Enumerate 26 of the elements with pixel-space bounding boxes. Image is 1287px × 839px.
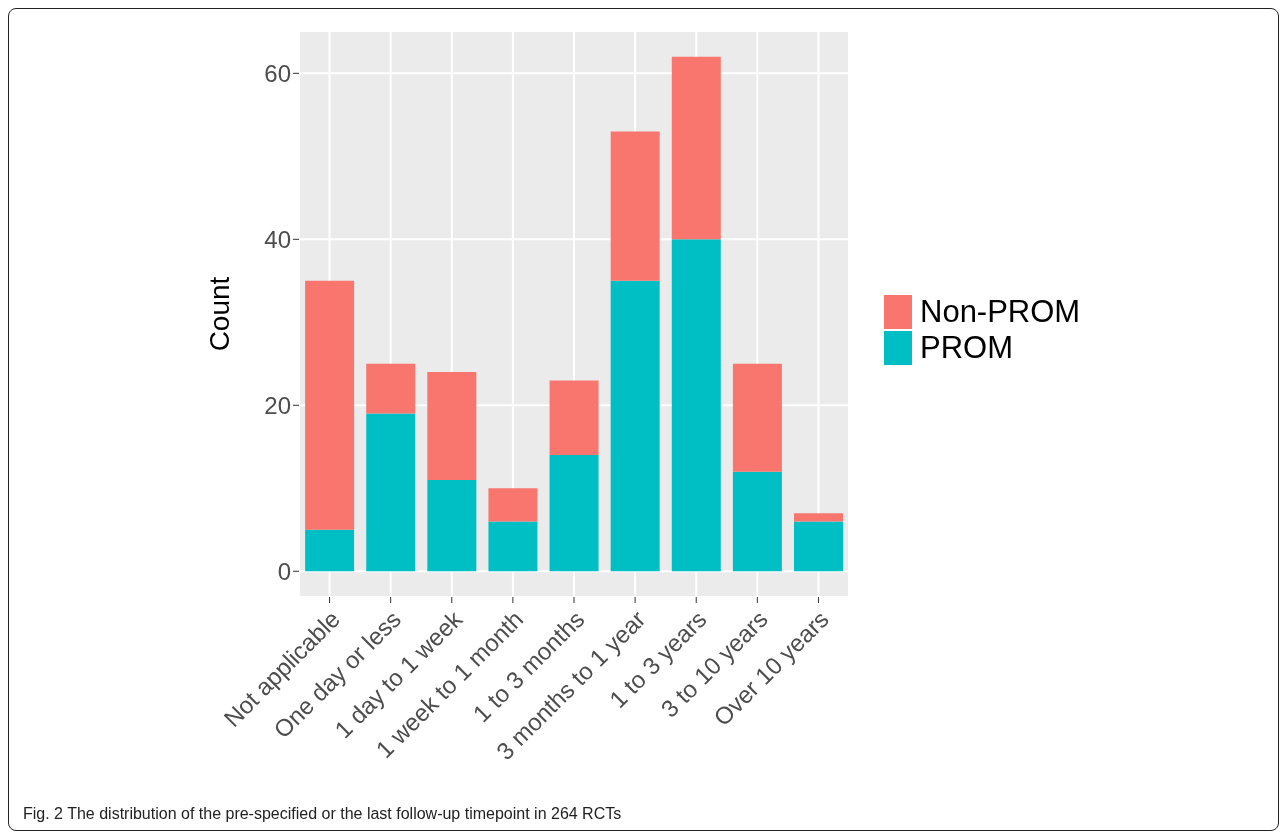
bar <box>305 280 355 530</box>
bar <box>366 363 416 414</box>
bar <box>366 413 416 572</box>
bar <box>549 455 599 572</box>
bar <box>610 280 660 572</box>
bar <box>488 521 538 572</box>
bar <box>427 372 477 480</box>
bar <box>732 363 782 472</box>
legend-label: Non-PROM <box>920 294 1081 330</box>
bar <box>427 479 477 572</box>
y-tick-label: 60 <box>264 59 291 87</box>
bar <box>610 131 660 281</box>
bar <box>671 56 721 240</box>
y-axis-title: Count <box>203 276 235 352</box>
bar <box>794 513 843 522</box>
bar <box>549 380 599 456</box>
bar <box>732 471 782 572</box>
bar <box>671 239 721 572</box>
bar <box>794 521 843 572</box>
bar <box>488 488 538 522</box>
y-tick-label: 20 <box>264 391 291 419</box>
y-tick-label: 40 <box>264 225 291 253</box>
legend-label: PROM <box>920 330 1013 366</box>
caption: Fig. 2 The distribution of the pre-specified or the last follow-up timepoint in 264 RCTs <box>23 805 622 823</box>
y-tick-label: 0 <box>277 557 291 585</box>
bar <box>305 529 355 572</box>
